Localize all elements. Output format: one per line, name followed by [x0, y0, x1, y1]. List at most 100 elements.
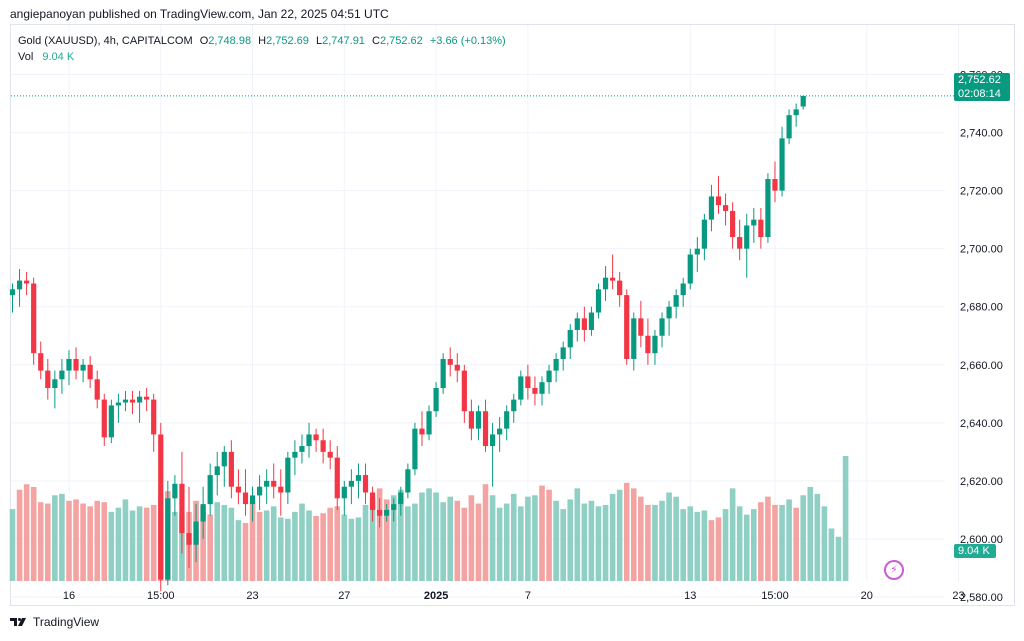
bolt-icon[interactable]: ⚡ — [884, 560, 904, 580]
volume-bar — [80, 503, 86, 581]
candle-body — [207, 475, 213, 505]
candle-body — [285, 457, 291, 493]
footer-brand[interactable]: TradingView — [10, 615, 99, 629]
legend-high-value: 2,752.69 — [266, 35, 309, 47]
candle-body — [257, 486, 263, 496]
candle-body — [638, 318, 644, 336]
volume-bar — [398, 489, 404, 581]
volume-bar — [440, 502, 446, 581]
candle-body — [278, 486, 284, 493]
volume-bar — [327, 507, 333, 581]
volume-bar — [426, 488, 432, 581]
y-tick-label: 2,680.00 — [960, 302, 1003, 314]
candle-body — [101, 399, 107, 438]
candle-body — [384, 509, 390, 516]
legend-symbol: Gold (XAUUSD), 4h, CAPITALCOM — [18, 35, 193, 47]
candle-body — [129, 399, 136, 403]
legend-close-value: 2,752.62 — [379, 35, 423, 47]
volume-bar — [694, 511, 701, 581]
volume-bar — [814, 493, 821, 581]
volume-bar — [122, 499, 129, 581]
legend-volume-row: Vol 9.04 K — [18, 49, 506, 65]
chart-legend: Gold (XAUUSD), 4h, CAPITALCOM O2,748.98 … — [18, 33, 506, 65]
volume-bar — [108, 511, 115, 581]
volume-bar — [828, 528, 835, 581]
candle-body — [461, 370, 467, 412]
volume-bar — [299, 503, 305, 581]
candle-body — [645, 335, 651, 354]
candle-body — [786, 115, 792, 139]
volume-bar — [525, 496, 531, 581]
volume-bar — [666, 492, 672, 581]
volume-bar — [136, 506, 143, 581]
last-price-badge: 2,752.62 02:08:14 — [954, 73, 1010, 101]
candle-body — [391, 504, 397, 510]
candle-body — [489, 434, 496, 447]
legend-close-label: C — [372, 35, 380, 47]
candle-body — [306, 434, 312, 447]
candle-body — [730, 210, 736, 238]
volume-bar — [59, 493, 65, 581]
volume-bar — [496, 507, 503, 581]
volume-bar — [652, 504, 658, 581]
volume-bar — [659, 500, 665, 581]
candle-body — [348, 480, 354, 487]
bar-countdown: 02:08:14 — [958, 88, 1001, 100]
candle-body — [567, 329, 573, 348]
candle-body — [525, 376, 531, 389]
y-tick-label: 2,700.00 — [960, 244, 1003, 256]
volume-bar — [306, 510, 312, 581]
candle-body — [299, 446, 305, 452]
candle-body — [539, 382, 545, 394]
candle-body — [475, 411, 482, 429]
volume-bar — [616, 489, 623, 581]
volume-bar — [362, 504, 369, 581]
volume-bar — [277, 517, 284, 581]
candle-body — [221, 451, 227, 467]
candle-body — [108, 405, 114, 438]
volume-bar — [609, 493, 616, 581]
candle-body — [200, 504, 206, 522]
volume-bar — [765, 496, 771, 581]
candle-body — [377, 509, 383, 516]
candle-body — [334, 457, 340, 499]
candle-body — [52, 379, 58, 389]
volume-bar — [16, 489, 23, 581]
volume-bar — [369, 498, 376, 581]
volume-bar — [242, 522, 249, 581]
candle-body — [172, 483, 178, 499]
candle-body — [588, 312, 595, 330]
candle-body — [793, 109, 799, 116]
candle-body — [45, 370, 51, 389]
candle-body — [758, 219, 764, 238]
volume-bar — [348, 518, 355, 581]
candle-body — [24, 280, 30, 284]
candle-body — [264, 480, 270, 487]
volume-bar — [447, 496, 454, 581]
volume-bar — [701, 510, 708, 581]
candle-body — [440, 358, 446, 389]
candle-body — [602, 277, 609, 290]
volume-bar — [207, 514, 213, 581]
candle-body — [122, 399, 129, 403]
candle-body — [722, 205, 729, 211]
x-tick-label: 13 — [684, 590, 696, 602]
volume-bar — [687, 506, 694, 581]
published-byline: angiepanoyan published on TradingView.co… — [10, 7, 389, 21]
legend-high-label: H — [258, 35, 267, 47]
candle-body — [242, 492, 249, 505]
candle-body — [687, 254, 693, 284]
candle-body — [553, 358, 559, 371]
volume-bar — [419, 492, 425, 581]
volume-bar — [743, 514, 750, 581]
candle-body — [228, 451, 234, 487]
tradingview-logo-icon — [10, 618, 26, 626]
candle-body — [560, 347, 566, 359]
volume-bar — [786, 499, 792, 581]
volume-bar — [87, 506, 93, 581]
legend-open-value: 2,748.98 — [208, 35, 252, 47]
candle-body — [574, 318, 580, 330]
candle-body — [355, 475, 362, 481]
candle-body — [80, 364, 86, 371]
